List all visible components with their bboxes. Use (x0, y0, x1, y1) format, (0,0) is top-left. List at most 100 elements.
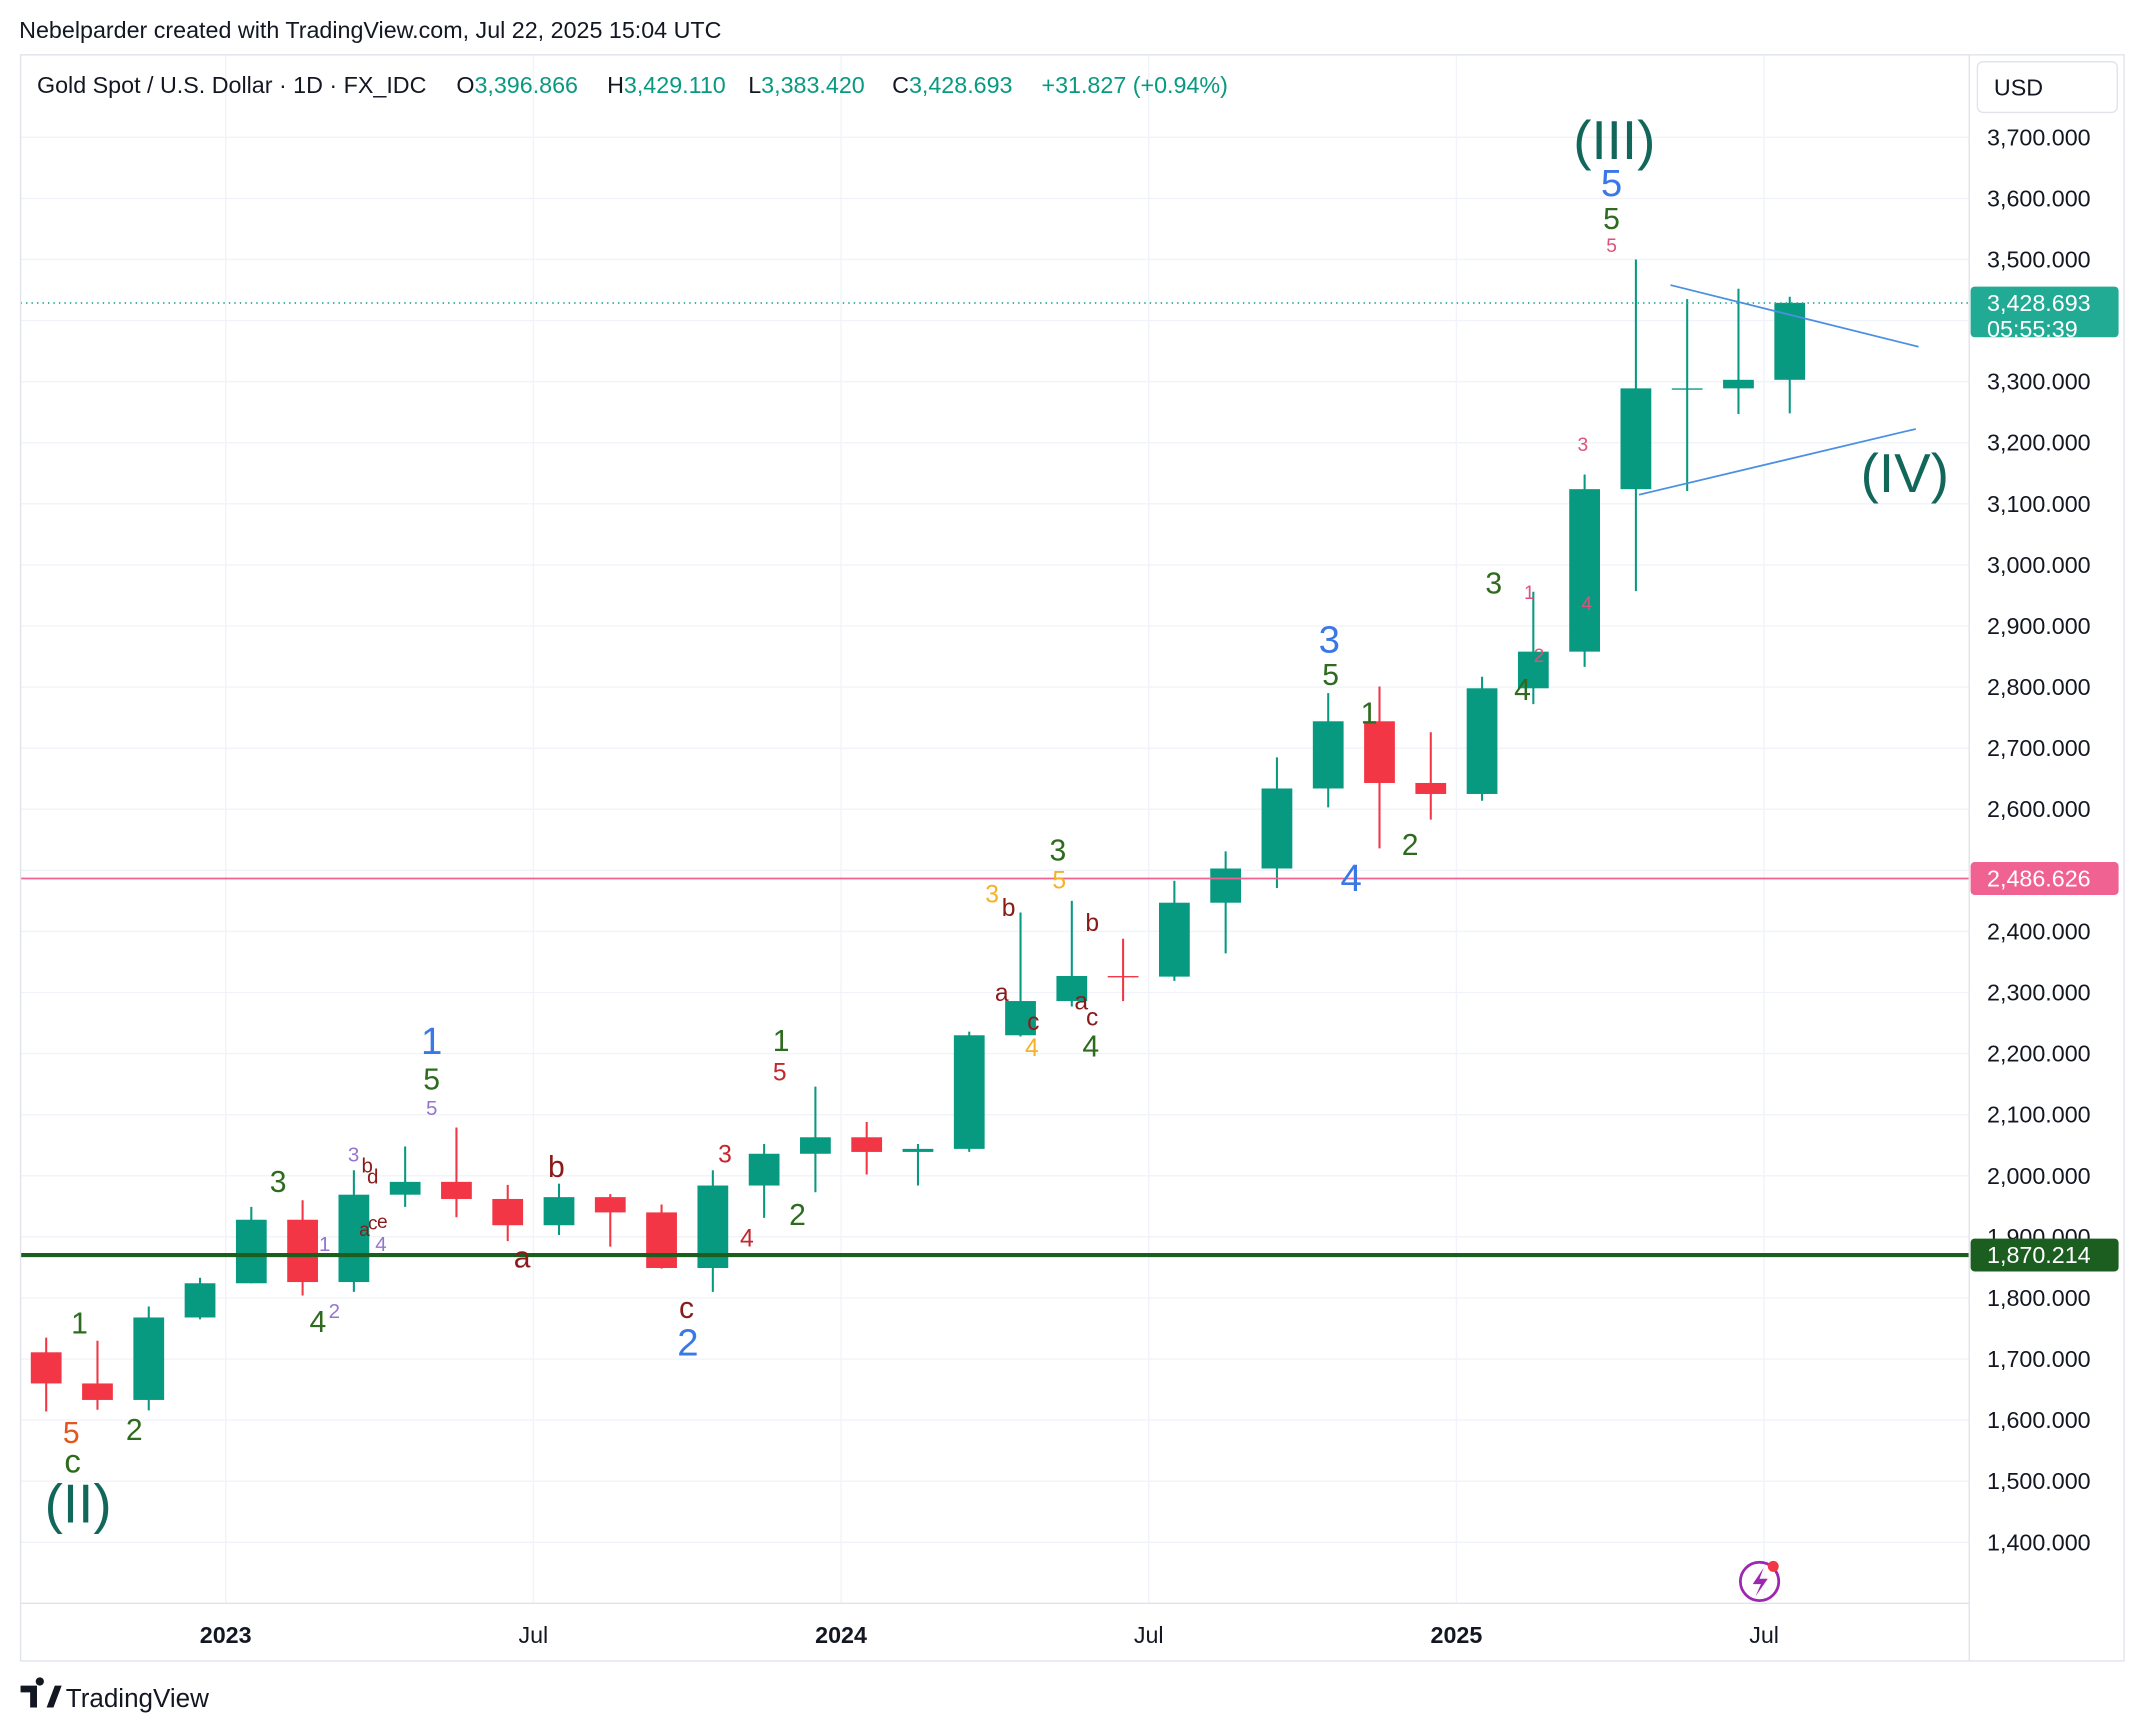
wave-label: (II) (45, 1472, 112, 1534)
wave-label: 5 (1052, 868, 1066, 895)
wave-label: 4 (310, 1306, 327, 1339)
value: 3,383.420 (761, 72, 865, 98)
wave-label: 3 (1577, 435, 1588, 456)
x-tick-label: Jul (518, 1622, 548, 1648)
trendline (1670, 284, 1919, 348)
currency-button[interactable] (1976, 61, 2118, 114)
y-tick-label: 1,500.000 (1987, 1468, 2091, 1494)
wave-label: 4 (1082, 1030, 1099, 1063)
candle-body (1312, 721, 1344, 789)
value: 3,428.693 (909, 72, 1013, 98)
wave-label: 4 (740, 1225, 754, 1252)
label: L (748, 72, 761, 98)
candle-body (133, 1317, 165, 1400)
wave-label: 5 (426, 1097, 437, 1120)
candle-body (1569, 489, 1601, 652)
label: H (607, 72, 624, 98)
y-tick-label: 1,400.000 (1987, 1529, 2091, 1555)
candle-body (646, 1212, 677, 1268)
wave-label: 2 (1402, 829, 1419, 862)
x-tick-label: Jul (1749, 1622, 1779, 1648)
wave-label: (IV) (1861, 442, 1949, 504)
wave-label: 1 (773, 1025, 790, 1058)
alert-icon[interactable] (1739, 1560, 1781, 1602)
candle-body (800, 1137, 831, 1154)
y-tick-label: 1,600.000 (1987, 1407, 2091, 1433)
wave-label: a (514, 1242, 531, 1275)
wave-label: c (64, 1442, 80, 1479)
wave-label: 5 (1603, 203, 1620, 236)
wave-label: 2 (1534, 646, 1545, 667)
label: O (456, 72, 474, 98)
candle-body (851, 1137, 883, 1152)
price-tag (1970, 1238, 2119, 1272)
candle-body (287, 1219, 318, 1283)
price-tag (1970, 286, 2119, 338)
wave-label: c (368, 1213, 378, 1234)
candle-body (338, 1194, 370, 1283)
trendline (1638, 428, 1916, 496)
wave-label: c (679, 1292, 694, 1325)
candle-body (1415, 782, 1447, 794)
y-tick-label: 2,000.000 (1987, 1163, 2091, 1189)
footer: TradingView (66, 1683, 209, 1713)
y-tick-label: 2,800.000 (1987, 674, 2091, 700)
price-tag-label: 3,428.693 (1987, 290, 2091, 316)
symbol: Gold Spot / U.S. Dollar · 1D · FX_IDC (37, 72, 426, 98)
y-tick-label: 2,200.000 (1987, 1041, 2091, 1067)
label: C (892, 72, 909, 98)
wave-label: d (367, 1166, 378, 1189)
candle-body (1364, 721, 1395, 783)
wave-label: b (548, 1151, 565, 1184)
candle-body (389, 1181, 421, 1195)
wave-label: 4 (1341, 857, 1362, 900)
wave-label: 4 (1025, 1035, 1039, 1062)
x-tick-label: 2024 (815, 1622, 867, 1648)
wave-label: 1 (319, 1233, 330, 1256)
candle-body (1107, 976, 1139, 978)
wave-label: 3 (1485, 567, 1502, 600)
wave-label: a (359, 1220, 370, 1241)
wave-label: 1 (71, 1307, 88, 1340)
candle-body (953, 1035, 985, 1149)
wave-label: 5 (773, 1060, 787, 1087)
price-tag (1970, 862, 2119, 895)
x-tick-label: Jul (1134, 1622, 1164, 1648)
wave-label: 3 (348, 1144, 359, 1167)
wave-label: 1 (1361, 697, 1378, 730)
wave-label: c (1086, 1005, 1098, 1032)
candle-body (1158, 902, 1190, 977)
y-tick-label: 3,500.000 (1987, 246, 2091, 272)
y-tick-label: 3,100.000 (1987, 491, 2091, 517)
y-tick-label: 3,700.000 (1987, 124, 2091, 150)
candle-body (492, 1198, 524, 1226)
value: 3,429.110 (624, 72, 726, 98)
wave-label: 2 (126, 1414, 143, 1447)
y-tick-label: 1,700.000 (1987, 1346, 2091, 1372)
candle-body (748, 1153, 780, 1186)
candle-body (1620, 388, 1652, 490)
candle-body (235, 1219, 267, 1284)
candle-body (1005, 1001, 1036, 1036)
price-tag-label: 2,486.626 (1987, 865, 2091, 891)
y-tick-label: 2,700.000 (1987, 735, 2091, 761)
y-tick-label: 3,200.000 (1987, 430, 2091, 456)
wave-label: 1 (421, 1020, 442, 1063)
candle-body (82, 1383, 113, 1400)
candle-body (1261, 788, 1293, 869)
candle-body (1210, 868, 1242, 903)
wave-label: a (995, 980, 1009, 1007)
wave-label: 3 (985, 881, 999, 908)
candle-body (594, 1197, 626, 1213)
candle-body (1671, 388, 1703, 390)
wave-label: c (1027, 1009, 1039, 1036)
currency: USD (1994, 75, 2043, 101)
candle-body (1056, 976, 1088, 1002)
wave-label: 2 (677, 1321, 698, 1364)
candle-body (1466, 688, 1498, 794)
logo (20, 1677, 62, 1708)
wave-label: 4 (1514, 674, 1531, 707)
